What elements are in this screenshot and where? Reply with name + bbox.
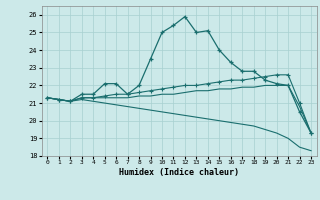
X-axis label: Humidex (Indice chaleur): Humidex (Indice chaleur) xyxy=(119,168,239,177)
